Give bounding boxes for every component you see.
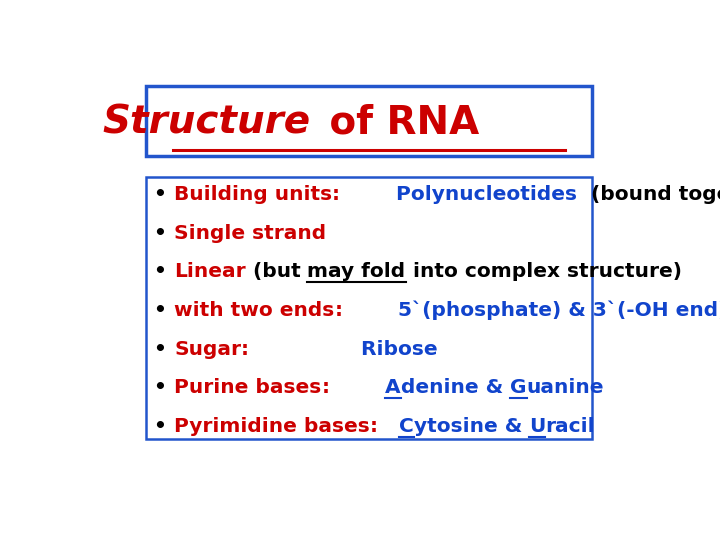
Text: uanine: uanine: [526, 379, 604, 397]
Text: (bound together by: (bound together by: [577, 185, 720, 204]
Text: may fold: may fold: [307, 262, 405, 281]
Text: :: :: [332, 185, 340, 204]
Text: •: •: [154, 185, 174, 204]
Text: •: •: [154, 379, 174, 397]
Text: ytosine &: ytosine &: [413, 417, 529, 436]
Text: Structure: Structure: [102, 103, 310, 141]
Text: A: A: [385, 379, 401, 397]
FancyBboxPatch shape: [145, 177, 593, 439]
Text: :: :: [370, 417, 378, 436]
Text: :: :: [334, 301, 342, 320]
Text: :: :: [321, 379, 329, 397]
Text: :: :: [241, 340, 249, 359]
Text: •: •: [154, 417, 174, 436]
Text: denine &: denine &: [401, 379, 510, 397]
Text: •: •: [154, 301, 174, 320]
Text: of RNA: of RNA: [316, 103, 480, 141]
Text: Single strand: Single strand: [174, 224, 326, 242]
Text: C: C: [399, 417, 413, 436]
Text: G: G: [510, 379, 526, 397]
Text: •: •: [154, 340, 174, 359]
Text: U: U: [529, 417, 545, 436]
Text: Purine bases: Purine bases: [174, 379, 321, 397]
Text: into complex structure): into complex structure): [405, 262, 682, 281]
Text: Ribose: Ribose: [249, 340, 438, 359]
Text: Building units: Building units: [174, 185, 332, 204]
Text: Sugar: Sugar: [174, 340, 241, 359]
FancyBboxPatch shape: [145, 85, 593, 156]
Text: •: •: [154, 262, 174, 281]
Text: Polynucleotides: Polynucleotides: [340, 185, 577, 204]
Text: •: •: [154, 224, 174, 242]
Text: racil: racil: [545, 417, 595, 436]
Text: Pyrimidine bases: Pyrimidine bases: [174, 417, 370, 436]
Text: with two ends: with two ends: [174, 301, 334, 320]
Text: 5`(phosphate) & 3`(-OH end): 5`(phosphate) & 3`(-OH end): [342, 301, 720, 320]
Text: (but: (but: [246, 262, 307, 281]
Text: Linear: Linear: [174, 262, 246, 281]
